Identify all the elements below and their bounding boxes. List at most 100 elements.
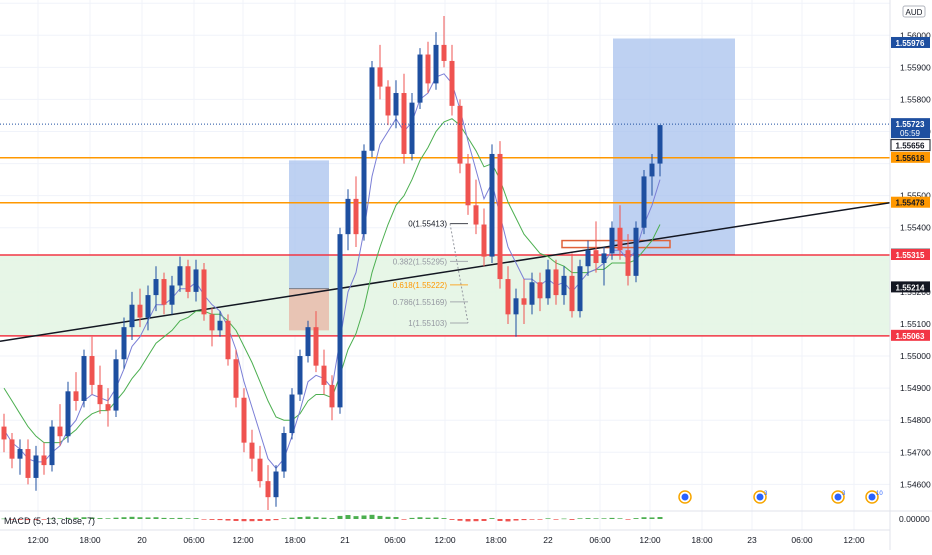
candle-body (321, 365, 327, 385)
candle-body (521, 298, 527, 305)
macd-bar (65, 517, 71, 519)
macd-bar (545, 518, 551, 519)
macd-bar (233, 519, 239, 521)
candle (473, 179, 479, 235)
candle-body (417, 54, 423, 103)
macd-bar (433, 517, 439, 519)
candle-body (121, 327, 127, 360)
event-badge-count: 10 (876, 491, 883, 497)
candle (497, 141, 503, 289)
price-tag-label: 1.55976 (896, 39, 925, 48)
candle-body (313, 327, 319, 366)
macd-bar (409, 517, 415, 519)
event-badge-dot (756, 493, 764, 501)
macd-bar (449, 519, 455, 520)
candle (649, 153, 655, 196)
macd-bar (89, 517, 95, 519)
candle (177, 256, 183, 292)
candle (289, 388, 295, 440)
price-scale-label: 1.55800 (900, 94, 931, 104)
candle-body (41, 455, 47, 466)
macd-bar (585, 518, 591, 519)
candle (521, 279, 527, 324)
macd-bar (537, 519, 543, 520)
price-tag-label: 1.55063 (896, 332, 925, 341)
event-badge-count: 3 (842, 491, 846, 497)
candle-body (249, 442, 255, 459)
macd-bar (225, 519, 231, 521)
macd-bar (329, 518, 335, 519)
candle-body (585, 250, 591, 267)
time-label: 21 (340, 535, 350, 545)
macd-bar (297, 517, 303, 519)
candle (185, 259, 191, 299)
candle-body (33, 455, 39, 478)
candle (585, 240, 591, 276)
candle (577, 259, 583, 318)
candle-body (649, 163, 655, 177)
candle-body (545, 269, 551, 299)
candle (281, 426, 287, 478)
candle-body (657, 125, 663, 164)
price-tag-countdown: 05:59 (900, 129, 921, 138)
macd-bar (497, 519, 503, 521)
candle (417, 48, 423, 110)
time-label: 12:00 (434, 535, 456, 545)
candle-body (513, 298, 519, 315)
candle (393, 80, 399, 129)
time-label: 18:00 (485, 535, 507, 545)
candle (217, 311, 223, 337)
candle-body (625, 250, 631, 276)
macd-bar (569, 519, 575, 520)
macd-bar (345, 515, 351, 519)
candle-body (569, 275, 575, 312)
macd-indicator-label[interactable]: MACD (5, 13, close, 7) (4, 516, 96, 526)
macd-bar (145, 517, 151, 519)
macd-bar (481, 519, 487, 521)
candle (201, 263, 207, 321)
time-axis: 12:00 18:00 20 06:00 12:00 18:00 21 06:00 12:00 1… (27, 535, 865, 545)
candle-body (305, 327, 311, 357)
time-label: 20 (137, 535, 147, 545)
candle (65, 381, 71, 443)
candle-body (401, 93, 407, 154)
macd-bar (201, 519, 207, 520)
candle (257, 445, 263, 488)
candle (193, 259, 199, 302)
candle (617, 205, 623, 260)
macd-bar (9, 519, 15, 520)
events: 3 3 10 (678, 490, 883, 504)
macd-bar (577, 518, 583, 519)
time-label: 12:00 (843, 535, 865, 545)
event-badge-dot (834, 493, 842, 501)
macd-bar (489, 518, 495, 519)
price-tag-label: 1.55214 (896, 283, 925, 292)
candle-body (89, 356, 95, 385)
macd-bar (33, 519, 39, 520)
candle-body (609, 227, 615, 254)
price-tag-label: 1.55618 (896, 154, 925, 163)
candle (601, 246, 607, 286)
event-badge-dot (681, 493, 689, 501)
time-label: 18:00 (79, 535, 101, 545)
macd-zero-label: 0.00000 (899, 514, 930, 524)
candle (625, 234, 631, 286)
candle-body (297, 356, 303, 395)
macd-bar (25, 519, 31, 521)
macd-bar (1, 518, 7, 520)
macd-bar (521, 519, 527, 521)
candle (481, 208, 487, 267)
macd-bar (457, 519, 463, 521)
price-tag-box (890, 139, 931, 152)
candle (241, 388, 247, 453)
price-scale-label: 1.55900 (900, 62, 931, 72)
candle-body (233, 359, 239, 398)
macd-bar (281, 518, 287, 519)
macd-bar (97, 518, 103, 519)
fib-trend-line (449, 223, 469, 324)
price-tag-box (891, 281, 930, 293)
candle-body (289, 394, 295, 434)
event-badge (678, 490, 692, 504)
